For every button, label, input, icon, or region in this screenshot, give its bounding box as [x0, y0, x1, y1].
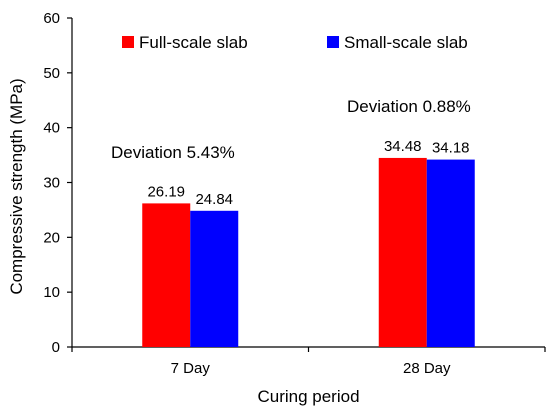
legend: Full-scale slab Small-scale slab — [122, 33, 468, 52]
bar-data-label: 26.19 — [147, 183, 185, 200]
legend-label-small-scale: Small-scale slab — [344, 33, 468, 52]
y-tick-label: 50 — [43, 65, 60, 82]
y-tick-label: 0 — [52, 339, 60, 356]
bar-data-labels: 26.19 24.84 34.48 34.18 — [147, 138, 469, 208]
bar — [426, 159, 475, 347]
x-axis-title: Curing period — [257, 387, 359, 406]
x-tick-label: 28 Day — [403, 360, 451, 377]
y-tick-label: 30 — [43, 175, 60, 192]
bar-data-label: 34.48 — [384, 138, 422, 155]
legend-swatch-small-scale — [327, 36, 339, 48]
y-axis-ticks: 0 10 20 30 40 50 60 — [43, 10, 72, 356]
bar — [190, 210, 239, 347]
y-tick-label: 10 — [43, 284, 60, 301]
legend-swatch-full-scale — [122, 36, 134, 48]
y-tick-label: 40 — [43, 120, 60, 137]
bar — [142, 203, 191, 347]
bar-data-label: 34.18 — [432, 140, 470, 157]
x-axis-ticks: 7 Day 28 Day — [71, 347, 546, 377]
bar — [378, 157, 427, 347]
y-tick-label: 20 — [43, 229, 60, 246]
x-tick-label: 7 Day — [171, 360, 211, 377]
y-axis-title: Compressive strength (MPa) — [7, 78, 26, 294]
bars — [142, 157, 475, 347]
annotation-deviation-7-day: Deviation 5.43% — [111, 143, 235, 162]
legend-label-full-scale: Full-scale slab — [139, 33, 248, 52]
annotation-deviation-28-day: Deviation 0.88% — [347, 97, 471, 116]
bar-data-label: 24.84 — [195, 191, 233, 208]
y-tick-label: 60 — [43, 10, 60, 27]
